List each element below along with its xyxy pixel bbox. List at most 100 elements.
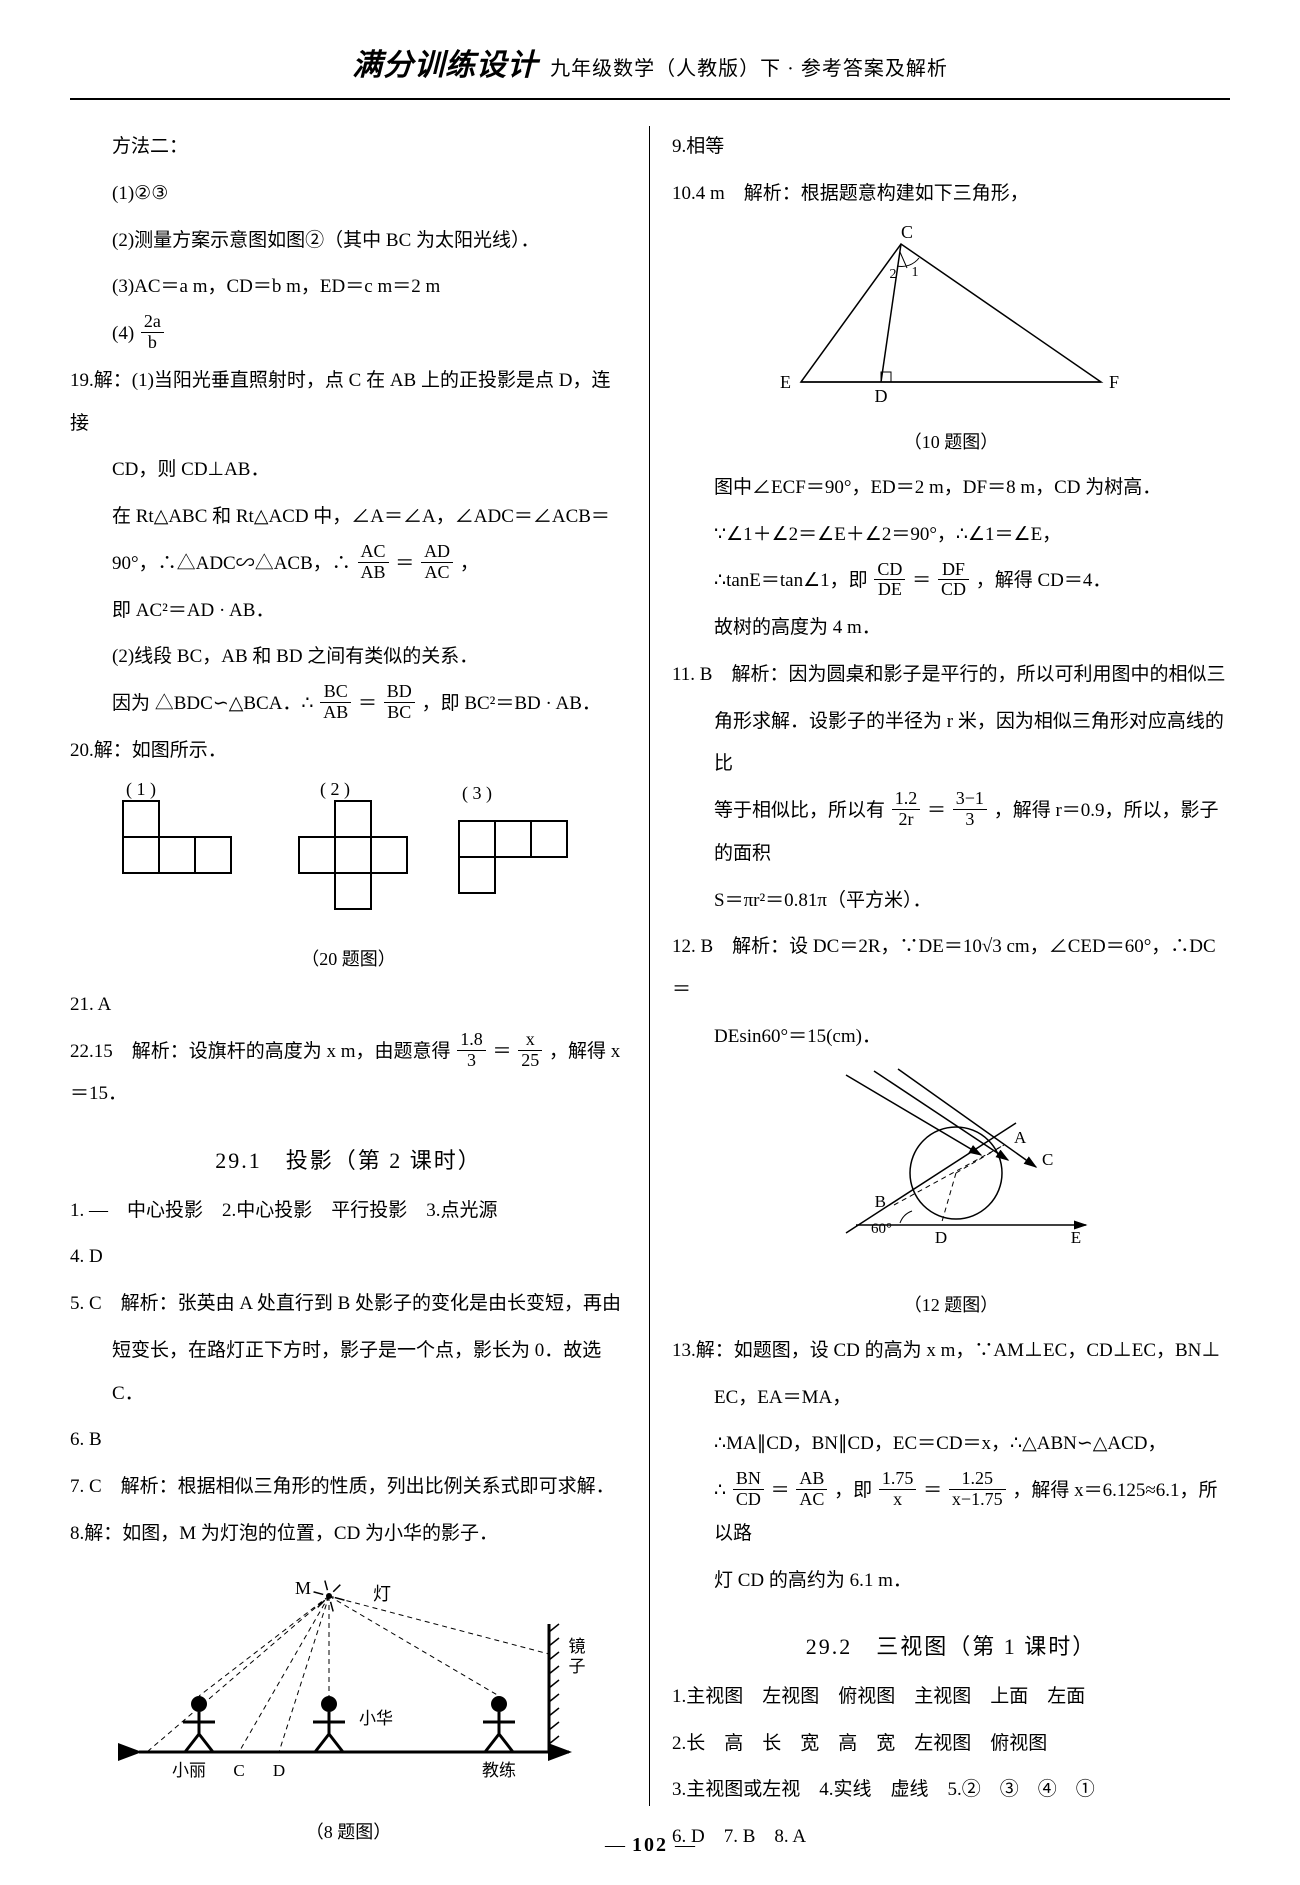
- fraction: 2ab: [141, 312, 164, 353]
- text-line: 1.主视图 左视图 俯视图 主视图 上面 左面: [672, 1676, 1230, 1719]
- fraction: 1.83: [457, 1030, 486, 1071]
- text-line: (2)线段 BC，AB 和 BD 之间有类似的关系．: [70, 636, 627, 679]
- fraction: 1.75x: [879, 1469, 917, 1510]
- svg-text:C: C: [1042, 1150, 1053, 1169]
- svg-text:2: 2: [890, 267, 897, 282]
- text-line: CD，则 CD⊥AB．: [70, 449, 627, 492]
- svg-text:E: E: [1071, 1228, 1081, 1247]
- svg-text:( 1 ): ( 1 ): [126, 779, 156, 800]
- text: ，即 BC²＝BD · AB．: [422, 693, 601, 714]
- fraction: ABAC: [796, 1469, 827, 1510]
- svg-text:A: A: [1014, 1128, 1027, 1147]
- text-line: ∴ BNCD ＝ ABAC ，即 1.75x ＝ 1.25x−1.75 ，解得 …: [672, 1470, 1230, 1556]
- svg-text:D: D: [935, 1228, 947, 1247]
- label: (4): [112, 323, 134, 344]
- text: ＝: [358, 693, 377, 714]
- text-line: (2)测量方案示意图如图②（其中 BC 为太阳光线）．: [70, 220, 627, 263]
- svg-text:E: E: [780, 372, 791, 392]
- header-main: 满分训练设计: [352, 49, 538, 82]
- text-line: EC，EA＝MA，: [672, 1377, 1230, 1420]
- text: 22.15 解析：设旗杆的高度为 x m，由题意得: [70, 1041, 451, 1062]
- text-line: (3)AC＝a m，CD＝b m，ED＝c m＝2 m: [70, 266, 627, 309]
- fraction: BCAB: [320, 682, 351, 723]
- fraction: ADAC: [421, 542, 453, 583]
- svg-text:C: C: [901, 222, 913, 242]
- svg-text:子: 子: [568, 1657, 585, 1676]
- text: ，: [460, 553, 479, 574]
- text-line: 因为 △BDC∽△BCA．∴ BCAB ＝ BDBC ，即 BC²＝BD · A…: [70, 683, 627, 726]
- text: ＝: [912, 570, 931, 591]
- text-line: 12. B 解析：设 DC＝2R，∵DE＝10√3 cm，∠CED＝60°，∴D…: [672, 926, 1230, 1012]
- fraction: 1.25x−1.75: [949, 1469, 1006, 1510]
- text-line: 等于相似比，所以有 1.22r ＝ 3−13 ，解得 r＝0.9，所以，影子的面…: [672, 790, 1230, 876]
- two-column-layout: 方法二： (1)②③ (2)测量方案示意图如图②（其中 BC 为太阳光线）． (…: [70, 126, 1230, 1806]
- text-line: (1)②③: [70, 173, 627, 216]
- text-line: 10.4 m 解析：根据题意构建如下三角形，: [672, 173, 1230, 216]
- text: ＝: [923, 1480, 942, 1501]
- text: ＝: [771, 1480, 790, 1501]
- text-line: 6. B: [70, 1419, 627, 1462]
- text-line: (4) 2ab: [70, 313, 627, 356]
- figure-caption: （12 题图）: [672, 1285, 1230, 1326]
- figure-10: 21 C E D F: [672, 222, 1230, 419]
- svg-text:M: M: [294, 1578, 310, 1598]
- text-line: 21. A: [70, 984, 627, 1027]
- dash-icon: —: [675, 1834, 695, 1856]
- text-line: 9.相等: [672, 126, 1230, 169]
- text-line: 角形求解．设影子的半径为 r 米，因为相似三角形对应高线的比: [672, 701, 1230, 787]
- text: 等于相似比，所以有: [714, 800, 885, 821]
- text: ＝: [493, 1041, 512, 1062]
- text-line: S＝πr²＝0.81π（平方米）．: [672, 880, 1230, 923]
- svg-text:D: D: [875, 386, 888, 402]
- text-line: 8.解：如图，M 为灯泡的位置，CD 为小华的影子．: [70, 1513, 627, 1556]
- text-line: 90°，∴△ADC∽△ACB，∴ ACAB ＝ ADAC ，: [70, 543, 627, 586]
- text: ∴tanE＝tan∠1，即: [714, 570, 868, 591]
- text-line: 故树的高度为 4 m．: [672, 607, 1230, 650]
- text-line: 7. C 解析：根据相似三角形的性质，列出比例关系式即可求解．: [70, 1466, 627, 1509]
- text-line: 即 AC²＝AD · AB．: [70, 590, 627, 633]
- text-line: 在 Rt△ABC 和 Rt△ACD 中，∠A＝∠A，∠ADC＝∠ACB＝: [70, 496, 627, 539]
- figure-caption: （10 题图）: [672, 422, 1230, 463]
- right-column: 9.相等 10.4 m 解析：根据题意构建如下三角形， 21 C E D F （10 题…: [650, 126, 1230, 1806]
- page-number: 102: [632, 1834, 668, 1856]
- text-line: 5. C 解析：张英由 A 处直行到 B 处影子的变化是由长变短，再由: [70, 1283, 627, 1326]
- text: ＝: [927, 800, 946, 821]
- left-column: 方法二： (1)②③ (2)测量方案示意图如图②（其中 BC 为太阳光线）． (…: [70, 126, 650, 1806]
- page-footer: — 102 —: [0, 1834, 1300, 1857]
- svg-text:( 3 ): ( 3 ): [462, 783, 492, 804]
- text-line: 11. B 解析：因为圆桌和影子是平行的，所以可利用图中的相似三: [672, 654, 1230, 697]
- svg-text:1: 1: [912, 265, 919, 280]
- header-sub: 九年级数学（人教版）下 · 参考答案及解析: [550, 58, 948, 80]
- figure-20: ( 1 )( 2 )( 3 ): [70, 779, 627, 936]
- svg-text:D: D: [272, 1761, 284, 1780]
- text-line: ∵∠1＋∠2＝∠E＋∠2＝90°，∴∠1＝∠E，: [672, 514, 1230, 557]
- text-line: 13.解：如题图，设 CD 的高为 x m，∵AM⊥EC，CD⊥EC，BN⊥: [672, 1330, 1230, 1373]
- svg-text:教练: 教练: [482, 1761, 516, 1780]
- fraction: x25: [518, 1030, 542, 1071]
- text-line: 22.15 解析：设旗杆的高度为 x m，由题意得 1.83 ＝ x25 ，解得…: [70, 1031, 627, 1117]
- text: ＝: [395, 553, 414, 574]
- svg-text:灯: 灯: [373, 1584, 391, 1604]
- text: ，即: [834, 1480, 872, 1501]
- text-line: 短变长，在路灯正下方时，影子是一个点，影长为 0．故选 C．: [70, 1330, 627, 1416]
- fraction: 1.22r: [892, 789, 921, 830]
- svg-text:C: C: [233, 1761, 244, 1780]
- figure-12-svg: 60°ABCDE: [786, 1065, 1116, 1265]
- text-line: 图中∠ECF＝90°，ED＝2 m，DF＝8 m，CD 为树高．: [672, 467, 1230, 510]
- section-title: 29.1 投影（第 2 课时）: [70, 1136, 627, 1186]
- text-line: 2.长 高 长 宽 高 宽 左视图 俯视图: [672, 1723, 1230, 1766]
- svg-text:F: F: [1109, 372, 1119, 392]
- text: 90°，∴△ADC∽△ACB，∴: [112, 553, 351, 574]
- text-line: 3.主视图或左视 4.实线 虚线 5.② ③ ④ ①: [672, 1769, 1230, 1812]
- text-line: 4. D: [70, 1236, 627, 1279]
- text-line: ∴MA∥CD，BN∥CD，EC＝CD＝x，∴△ABN∽△ACD，: [672, 1423, 1230, 1466]
- svg-text:小丽: 小丽: [172, 1761, 206, 1780]
- svg-text:B: B: [875, 1192, 886, 1211]
- text-line: 1. — 中心投影 2.中心投影 平行投影 3.点光源: [70, 1190, 627, 1233]
- text-line: DEsin60°＝15(cm)．: [672, 1016, 1230, 1059]
- section-title: 29.2 三视图（第 1 课时）: [672, 1622, 1230, 1672]
- text-line: 20.解：如图所示．: [70, 730, 627, 773]
- fraction: BDBC: [384, 682, 415, 723]
- figure-8: M灯镜子小丽CD小华教练: [70, 1562, 627, 1809]
- svg-text:镜: 镜: [568, 1637, 585, 1656]
